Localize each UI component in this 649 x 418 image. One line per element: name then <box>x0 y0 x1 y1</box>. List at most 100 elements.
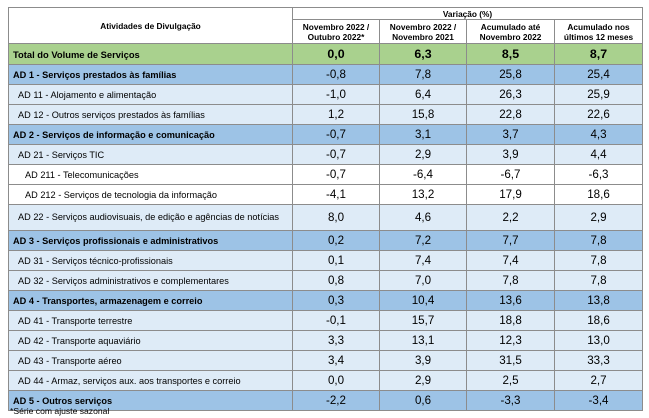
row-value: 0,0 <box>292 43 380 65</box>
row-value: 2,2 <box>466 204 555 231</box>
row-label: AD 42 - Transporte aquaviário <box>8 330 293 351</box>
row-value: 7,8 <box>466 270 555 291</box>
row-value: 6,4 <box>379 84 467 105</box>
row-value: 2,5 <box>466 370 555 391</box>
header-col-month-over-month: Novembro 2022 / Outubro 2022* <box>292 19 380 44</box>
row-value: -0,7 <box>292 164 380 185</box>
header-col-line: Outubro 2022* <box>307 31 365 42</box>
header-activities: Atividades de Divulgação <box>8 7 293 44</box>
row-value: 0,8 <box>292 270 380 291</box>
row-label: AD 4 - Transportes, armazenagem e correi… <box>8 290 293 311</box>
footnote: *Série com ajuste sazonal <box>10 406 110 416</box>
row-label: Total do Volume de Serviços <box>8 43 293 65</box>
table-row: AD 31 - Serviços técnico-profissionais 0,… <box>8 250 644 271</box>
row-value: 3,1 <box>379 124 467 145</box>
row-value: 15,7 <box>379 310 467 331</box>
table-row: AD 5 - Outros serviços -2,2 0,6 -3,3 -3,4 <box>8 390 644 411</box>
row-value: 7,8 <box>553 230 644 251</box>
row-label: AD 5 - Outros serviços <box>8 390 293 411</box>
total-row: Total do Volume de Serviços 0,0 6,3 8,5 8,7 <box>8 43 644 65</box>
row-value: 7,2 <box>379 230 467 251</box>
table-row: AD 211 - Telecomunicações -0,7 -6,4 -6,7 -6,… <box>8 164 644 185</box>
row-value: -3,3 <box>466 390 555 411</box>
row-value: 7,8 <box>553 270 644 291</box>
table-row: AD 43 - Transporte aéreo 3,4 3,9 31,5 33,3 <box>8 350 644 371</box>
row-value: 18,6 <box>553 184 644 205</box>
row-value: 7,4 <box>379 250 467 271</box>
row-label: AD 41 - Transporte terrestre <box>8 310 293 331</box>
row-value: 3,9 <box>379 350 467 371</box>
row-value: 8,5 <box>466 43 555 65</box>
row-label: AD 32 - Serviços administrativos e compl… <box>8 270 293 291</box>
header-col-accumulated-ytd: Acumulado até Novembro 2022 <box>466 19 555 44</box>
table-row: AD 4 - Transportes, armazenagem e correi… <box>8 290 644 311</box>
row-value: 0,0 <box>292 370 380 391</box>
row-label: AD 3 - Serviços profissionais e administ… <box>8 230 293 251</box>
row-value: 2,9 <box>379 370 467 391</box>
row-value: 25,8 <box>466 64 555 85</box>
row-value: 10,4 <box>379 290 467 311</box>
row-label: AD 22 - Serviços audiovisuais, de edição… <box>8 204 293 231</box>
header-col-line: Novembro 2022 / <box>302 21 370 32</box>
row-label: AD 21 - Serviços TIC <box>8 144 293 165</box>
row-value: 25,9 <box>553 84 644 105</box>
table-row: AD 32 - Serviços administrativos e compl… <box>8 270 644 291</box>
row-label: AD 11 - Alojamento e alimentação <box>8 84 293 105</box>
services-volume-table-container: Atividades de Divulgação Variação (%) No… <box>8 7 644 411</box>
table-row: AD 2 - Serviços de informação e comunica… <box>8 124 644 145</box>
header-col-accumulated-12m: Acumulado nos últimos 12 meses <box>553 19 644 44</box>
table-row: AD 42 - Transporte aquaviário 3,3 13,1 12,3… <box>8 330 644 351</box>
row-value: 3,3 <box>292 330 380 351</box>
row-value: 13,1 <box>379 330 467 351</box>
table-body: Total do Volume de Serviços 0,0 6,3 8,5 8,7 A… <box>8 43 644 411</box>
row-value: 0,2 <box>292 230 380 251</box>
row-label: AD 2 - Serviços de informação e comunica… <box>8 124 293 145</box>
row-value: -0,1 <box>292 310 380 331</box>
row-value: -3,4 <box>553 390 644 411</box>
row-value: -2,2 <box>292 390 380 411</box>
row-label: AD 43 - Transporte aéreo <box>8 350 293 371</box>
header-col-line: Novembro 2022 / <box>389 21 457 32</box>
row-value: 0,3 <box>292 290 380 311</box>
table-row: AD 41 - Transporte terrestre -0,1 15,7 18,8… <box>8 310 644 331</box>
header-col-line: Novembro 2021 <box>392 31 454 42</box>
row-value: -0,7 <box>292 124 380 145</box>
row-value: 33,3 <box>553 350 644 371</box>
row-value: -6,7 <box>466 164 555 185</box>
row-value: -0,7 <box>292 144 380 165</box>
row-value: -0,8 <box>292 64 380 85</box>
row-value: 7,7 <box>466 230 555 251</box>
row-value: 18,6 <box>553 310 644 331</box>
row-value: -6,3 <box>553 164 644 185</box>
row-value: 13,8 <box>553 290 644 311</box>
row-value: 13,2 <box>379 184 467 205</box>
header-col-line: Acumulado até <box>480 21 541 32</box>
row-value: 7,8 <box>379 64 467 85</box>
row-value: 22,8 <box>466 104 555 125</box>
row-value: 22,6 <box>553 104 644 125</box>
row-value: 8,7 <box>553 43 644 65</box>
row-value: 31,5 <box>466 350 555 371</box>
row-value: 4,3 <box>553 124 644 145</box>
row-value: 2,9 <box>553 204 644 231</box>
row-label: AD 44 - Armaz, serviços aux. aos transpo… <box>8 370 293 391</box>
table-row: AD 212 - Serviços de tecnologia da infor… <box>8 184 644 205</box>
table-header: Atividades de Divulgação Variação (%) No… <box>8 7 644 44</box>
services-volume-table: Atividades de Divulgação Variação (%) No… <box>8 7 644 411</box>
row-value: 26,3 <box>466 84 555 105</box>
row-value: 3,7 <box>466 124 555 145</box>
row-label: AD 12 - Outros serviços prestados às fam… <box>8 104 293 125</box>
row-value: 15,8 <box>379 104 467 125</box>
table-row: AD 44 - Armaz, serviços aux. aos transpo… <box>8 370 644 391</box>
row-value: 4,6 <box>379 204 467 231</box>
row-value: 2,7 <box>553 370 644 391</box>
row-value: 18,8 <box>466 310 555 331</box>
row-value: 7,8 <box>553 250 644 271</box>
table-row: AD 1 - Serviços prestados às famílias -0,… <box>8 64 644 85</box>
table-row: AD 22 - Serviços audiovisuais, de edição… <box>8 204 644 231</box>
header-col-year-over-year: Novembro 2022 / Novembro 2021 <box>379 19 467 44</box>
row-value: 3,9 <box>466 144 555 165</box>
row-value: 6,3 <box>379 43 467 65</box>
row-value: 7,4 <box>466 250 555 271</box>
header-col-line: Novembro 2022 <box>479 31 542 42</box>
